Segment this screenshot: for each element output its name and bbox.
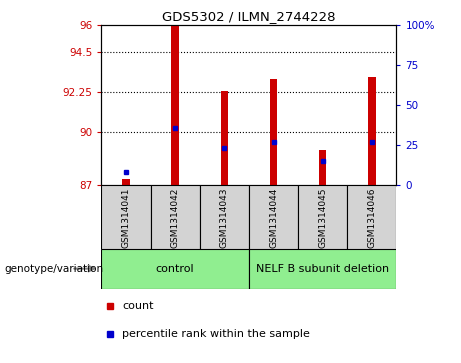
Bar: [249, 249, 396, 289]
Text: GSM1314041: GSM1314041: [122, 188, 130, 248]
Bar: [101, 185, 151, 249]
Text: genotype/variation: genotype/variation: [5, 264, 104, 274]
Text: percentile rank within the sample: percentile rank within the sample: [122, 329, 310, 339]
Bar: [270, 79, 277, 185]
Bar: [298, 185, 347, 249]
Text: control: control: [156, 264, 195, 274]
Bar: [368, 77, 376, 185]
Text: GSM1314042: GSM1314042: [171, 188, 180, 248]
Bar: [171, 25, 179, 185]
Text: GSM1314045: GSM1314045: [318, 188, 327, 248]
Bar: [151, 185, 200, 249]
Bar: [101, 249, 249, 289]
Text: GSM1314044: GSM1314044: [269, 188, 278, 248]
Text: NELF B subunit deletion: NELF B subunit deletion: [256, 264, 389, 274]
Bar: [249, 185, 298, 249]
Bar: [319, 150, 326, 185]
Title: GDS5302 / ILMN_2744228: GDS5302 / ILMN_2744228: [162, 10, 336, 23]
Text: GSM1314046: GSM1314046: [367, 188, 376, 248]
Bar: [221, 91, 228, 185]
Text: count: count: [122, 301, 154, 311]
Bar: [200, 185, 249, 249]
Bar: [347, 185, 396, 249]
Bar: [122, 179, 130, 185]
Text: GSM1314043: GSM1314043: [220, 188, 229, 248]
